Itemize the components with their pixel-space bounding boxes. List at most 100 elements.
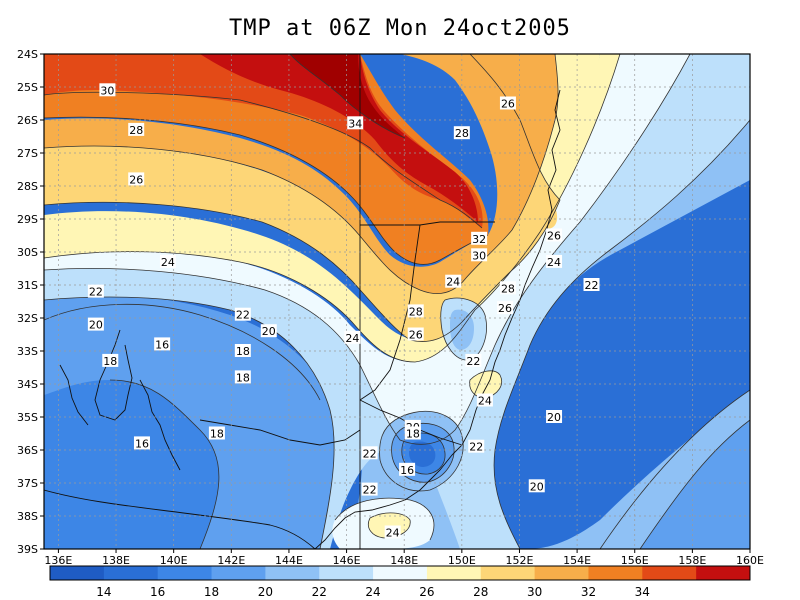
contour-line <box>639 419 750 549</box>
lat-tick-label: 33S <box>17 345 38 358</box>
contour-label: 24 <box>161 256 175 269</box>
contour-label-bg <box>407 327 424 341</box>
colorbar-label: 32 <box>581 585 596 599</box>
lon-tick-label: 142E <box>217 554 245 567</box>
contour-label: 24 <box>386 527 400 540</box>
contour-label-bg <box>234 307 251 321</box>
contour-label-bg <box>407 304 424 318</box>
lon-tick-label: 140E <box>160 554 188 567</box>
contour-label-bg <box>347 116 364 130</box>
lon-tick-label: 154E <box>563 554 591 567</box>
contour-line <box>44 116 489 265</box>
contour-label-bg <box>471 231 488 245</box>
band-18 <box>44 295 343 549</box>
colorbar-label: 22 <box>312 585 327 599</box>
band-18-east <box>640 420 750 549</box>
lon-tick-label: 136E <box>44 554 72 567</box>
lat-tick-label: 25S <box>17 81 38 94</box>
contour-label-bg <box>499 281 516 295</box>
lon-tick-label: 160E <box>736 554 764 567</box>
contour-label: 28 <box>501 282 515 295</box>
contour-label: 26 <box>547 230 561 243</box>
contour-line <box>289 54 406 139</box>
lat-tick-label: 34S <box>17 378 38 391</box>
contour-line <box>493 119 750 549</box>
yorke-peninsula <box>59 364 89 426</box>
contour-line <box>44 91 483 229</box>
contour-label-bg <box>465 353 482 367</box>
contour-label: 26 <box>409 329 423 342</box>
colorbar-label: 34 <box>635 585 650 599</box>
lat-tick-label: 27S <box>17 147 38 160</box>
colorbar-segment <box>588 566 643 580</box>
lat-tick-label: 37S <box>17 477 38 490</box>
contour-label-bg <box>234 370 251 384</box>
lon-tick-label: 146E <box>333 554 361 567</box>
contour-label-bg <box>476 393 493 407</box>
contour-label: 24 <box>446 276 460 289</box>
lat-tick-label: 32S <box>17 312 38 325</box>
contour-line <box>334 497 435 541</box>
lon-tick-label: 144E <box>275 554 303 567</box>
contour-label: 16 <box>155 338 169 351</box>
contour-label: 26 <box>498 302 512 315</box>
colorbar-frame <box>49 565 751 581</box>
contour-label-bg <box>471 248 488 262</box>
darling-river <box>359 224 421 401</box>
contour-label: 18 <box>103 355 117 368</box>
contour-label: 22 <box>363 447 377 460</box>
contour-label-bg <box>404 426 421 440</box>
band-28 <box>44 54 560 342</box>
contour-label: 22 <box>469 441 483 454</box>
contour-label: 30 <box>472 249 486 262</box>
east-coastline <box>314 89 561 549</box>
colorbar-label: 16 <box>150 585 165 599</box>
contour-line <box>44 303 321 401</box>
murray-river <box>199 419 361 446</box>
band-14-cell <box>409 441 436 467</box>
contour-labels: 30 28 26 24 22 20 18 16 18 18 22 20 24 16 18 34 28 26 32 30… <box>87 83 600 540</box>
contour-label: 22 <box>466 355 480 368</box>
page-title: TMP at 06Z Mon 24oct2005 <box>229 16 571 41</box>
colorbar-segment <box>696 566 751 580</box>
contour-label: 24 <box>345 332 359 345</box>
contour-label-bg <box>102 353 119 367</box>
colorbar-segment <box>373 566 428 580</box>
colorbar-label: 20 <box>258 585 273 599</box>
lon-tick-label: 158E <box>678 554 706 567</box>
colorbar-segment <box>50 566 105 580</box>
gulf-st-vincent <box>139 379 181 471</box>
colorbar: 14 16 18 20 22 24 26 28 30 32 34 <box>49 565 751 599</box>
contour-label: 18 <box>210 428 224 441</box>
colorbar-segment <box>426 566 482 580</box>
contour-line <box>44 54 559 294</box>
contour-label: 20 <box>262 325 276 338</box>
lon-tick-label: 152E <box>505 554 533 567</box>
lon-axis: 136E 138E 140E 142E 144E 146E 148E 150E 152E 154E… <box>44 549 764 567</box>
contour-line <box>599 389 750 549</box>
contour-label-bg <box>234 344 251 357</box>
band-26-spot <box>469 370 502 398</box>
contour-label: 26 <box>129 173 143 186</box>
contour-label: 22 <box>89 286 103 299</box>
contour-label-bg <box>546 228 563 242</box>
contour-line <box>368 512 411 539</box>
colorbar-segment <box>211 566 266 580</box>
contour-label: 28 <box>409 305 423 318</box>
colorbar-segment <box>480 566 536 580</box>
contour-label-bg <box>99 83 116 97</box>
contour-label: 22 <box>363 484 377 497</box>
lon-tick-label: 156E <box>621 554 649 567</box>
contour-label: 28 <box>455 127 469 140</box>
contour-label-bg <box>453 126 470 140</box>
contour-label-bg <box>499 96 516 110</box>
contour-label-bg <box>583 278 600 291</box>
contour-label-bg <box>260 324 277 338</box>
contour-label-bg <box>384 525 401 539</box>
band-30 <box>44 54 559 294</box>
colorbar-label: 28 <box>473 585 488 599</box>
lat-axis: 24S 25S 26S 27S 28S 29S 30S 31S 32S 33S 34S 35S 36S 3… <box>17 48 44 556</box>
contour-label-bg <box>154 337 171 351</box>
contour-label: 26 <box>501 98 515 111</box>
state-border-qld-nsw <box>360 221 495 226</box>
